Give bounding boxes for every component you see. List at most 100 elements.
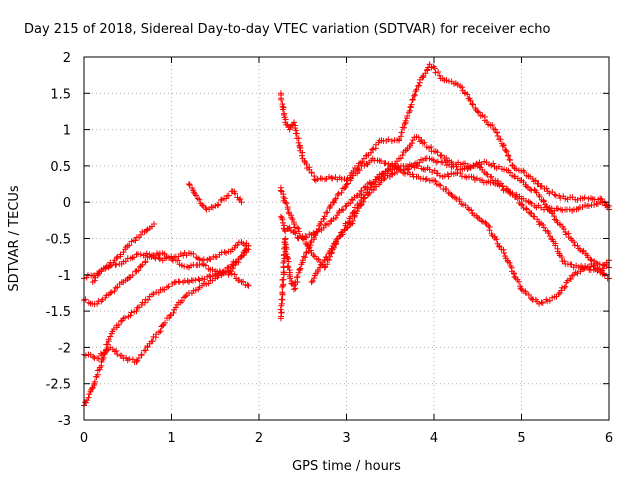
data-point bbox=[409, 96, 416, 103]
data-point bbox=[409, 137, 416, 144]
data-point bbox=[113, 255, 120, 262]
data-point bbox=[336, 233, 343, 240]
data-point bbox=[528, 187, 535, 194]
data-point bbox=[135, 267, 142, 274]
data-point bbox=[310, 252, 317, 259]
data-point bbox=[546, 233, 553, 240]
data-point bbox=[117, 251, 124, 258]
data-point bbox=[356, 200, 363, 207]
data-point bbox=[517, 285, 524, 292]
data-point bbox=[399, 152, 406, 159]
data-point bbox=[489, 121, 496, 128]
data-point bbox=[499, 142, 506, 149]
data-point bbox=[279, 283, 286, 290]
data-point bbox=[141, 299, 148, 306]
data-point bbox=[506, 259, 513, 266]
data-point bbox=[464, 91, 471, 98]
data-point bbox=[356, 191, 363, 198]
data-point bbox=[297, 265, 304, 272]
data-point bbox=[114, 351, 121, 358]
data-point bbox=[332, 214, 339, 221]
data-point bbox=[149, 338, 156, 345]
data-point bbox=[291, 286, 297, 293]
data-point bbox=[490, 160, 497, 167]
data-point bbox=[281, 226, 288, 233]
data-point bbox=[100, 355, 107, 362]
y-tick-label: 2 bbox=[63, 51, 71, 66]
data-point bbox=[193, 192, 200, 199]
data-point bbox=[404, 113, 411, 120]
data-point bbox=[184, 277, 191, 284]
data-point bbox=[186, 181, 192, 188]
data-point bbox=[451, 194, 458, 201]
data-point bbox=[278, 296, 285, 303]
data-point bbox=[467, 97, 474, 104]
data-point bbox=[295, 139, 302, 146]
data-point bbox=[590, 263, 597, 270]
data-point bbox=[347, 213, 354, 220]
data-point bbox=[277, 187, 284, 194]
data-point bbox=[594, 265, 601, 272]
data-point bbox=[342, 184, 349, 191]
data-point bbox=[526, 209, 533, 216]
data-point bbox=[332, 195, 339, 202]
data-point bbox=[511, 270, 518, 277]
data-point bbox=[308, 169, 315, 176]
data-point bbox=[546, 190, 553, 197]
data-point bbox=[229, 261, 236, 268]
data-point bbox=[286, 224, 293, 231]
data-point bbox=[278, 96, 285, 103]
data-point bbox=[587, 256, 594, 263]
data-point bbox=[114, 284, 121, 291]
data-marks bbox=[81, 61, 612, 409]
data-point bbox=[422, 176, 429, 183]
data-point bbox=[415, 83, 422, 90]
data-point bbox=[408, 101, 415, 108]
data-point bbox=[300, 253, 307, 260]
data-point bbox=[324, 209, 331, 216]
x-tick-label: 2 bbox=[255, 431, 263, 446]
x-tick-labels: 0 1 2 3 4 5 6 bbox=[80, 431, 613, 446]
data-point bbox=[525, 291, 532, 298]
data-point bbox=[518, 286, 525, 293]
data-point bbox=[329, 175, 336, 182]
data-point bbox=[469, 101, 476, 108]
data-point bbox=[180, 294, 187, 301]
data-point bbox=[294, 224, 301, 231]
data-point bbox=[581, 194, 588, 201]
data-point bbox=[402, 117, 409, 124]
data-point bbox=[397, 133, 404, 140]
data-point bbox=[279, 276, 286, 283]
data-point bbox=[202, 262, 209, 269]
data-point bbox=[561, 284, 568, 291]
data-point bbox=[521, 169, 528, 176]
data-point bbox=[505, 153, 512, 160]
y-tick-label: 1.5 bbox=[50, 87, 71, 102]
data-point bbox=[104, 341, 111, 348]
data-point bbox=[585, 203, 592, 210]
data-point bbox=[301, 236, 308, 243]
data-point bbox=[557, 195, 564, 202]
data-point bbox=[561, 258, 568, 265]
data-point bbox=[437, 152, 444, 159]
data-point bbox=[486, 227, 493, 234]
data-point bbox=[537, 183, 544, 190]
data-point bbox=[406, 107, 413, 114]
data-point bbox=[228, 270, 235, 277]
data-point bbox=[495, 163, 502, 170]
y-tick-labels: -3 -2.5 -2 -1.5 -1 -0.5 0 0.5 1 1.5 2 bbox=[46, 51, 71, 429]
data-point bbox=[122, 314, 129, 321]
data-point bbox=[214, 202, 221, 209]
y-tick-label: 1 bbox=[63, 124, 71, 139]
data-point bbox=[134, 357, 141, 364]
data-point bbox=[501, 166, 507, 173]
data-point bbox=[200, 256, 207, 263]
x-tick-label: 0 bbox=[80, 431, 88, 446]
data-point bbox=[382, 175, 389, 182]
data-point bbox=[370, 187, 377, 194]
data-point bbox=[82, 296, 89, 303]
data-point bbox=[130, 254, 137, 261]
data-point bbox=[219, 269, 226, 276]
data-point bbox=[490, 126, 497, 133]
y-tick-label: -2 bbox=[58, 341, 71, 356]
